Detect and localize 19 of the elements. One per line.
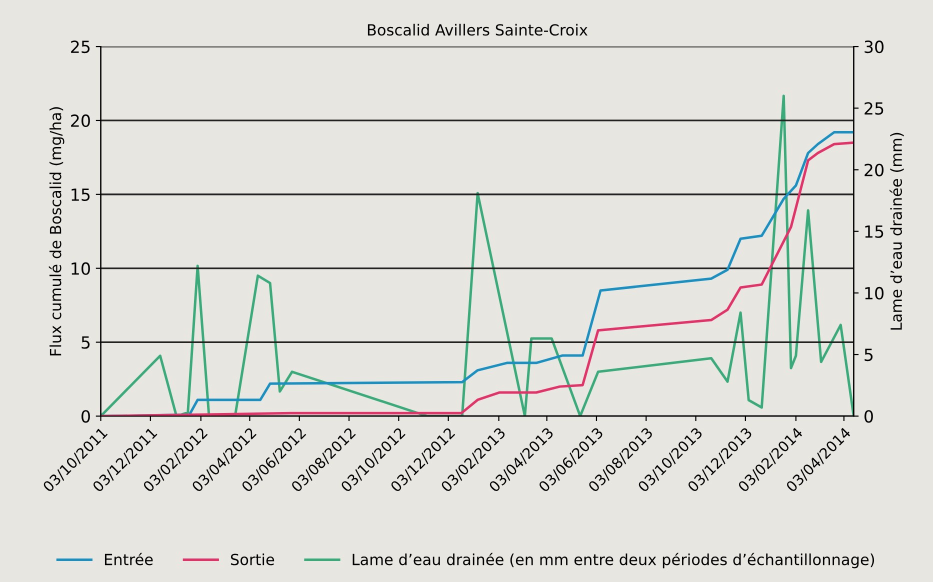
y-tick-label: 10 — [72, 262, 90, 275]
y2-tick-label: 20 — [864, 164, 884, 176]
legend-label: Lame d’eau drainée (en mm entre deux périodes d’échantillonnage) — [352, 552, 874, 568]
y-tick-label: 25 — [71, 40, 90, 54]
y2-tick-label: 10 — [865, 286, 884, 300]
y-tick-label: 20 — [71, 114, 90, 128]
y2-tick-label: 0 — [864, 410, 873, 423]
legend-label: Sortie — [230, 553, 274, 566]
legend-label: Entrée — [104, 552, 153, 566]
y2-tick-label: 30 — [864, 40, 884, 54]
y-tick-label: 5 — [82, 336, 90, 349]
y-tick-label: 0 — [82, 410, 90, 423]
chart-title: Boscalid Avillers Sainte-Croix — [368, 24, 588, 36]
y-axis-title: Flux cumulé de Boscalid (mg/ha) — [48, 107, 64, 356]
y2-axis-title: Lame d’eau drainée (mm) — [890, 132, 904, 330]
y2-tick-label: 5 — [864, 348, 873, 362]
y2-tick-label: 15 — [865, 226, 884, 238]
y2-tick-label: 25 — [864, 102, 884, 115]
y-tick-label: 15 — [72, 188, 90, 201]
